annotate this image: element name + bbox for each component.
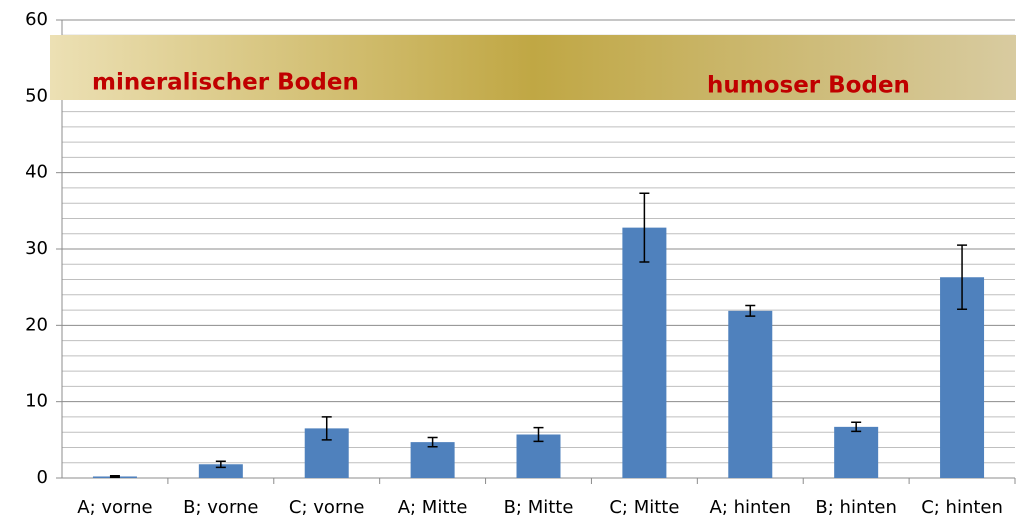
error-bar <box>533 426 544 443</box>
annotation: mineralischer Boden <box>92 70 359 96</box>
annotation: humoser Boden <box>707 73 910 99</box>
bar <box>198 464 243 478</box>
bar <box>410 442 455 478</box>
x-tick-label: A; vorne <box>77 497 152 518</box>
y-tick-label: 30 <box>25 238 48 259</box>
x-tick-label: C; vorne <box>289 497 365 518</box>
x-tick-label: B; Mitte <box>504 497 574 518</box>
error-bar <box>215 460 226 469</box>
error-bar <box>639 192 650 263</box>
error-bar <box>321 416 332 441</box>
x-tick-label: B; vorne <box>183 497 258 518</box>
x-tick-label: A; hinten <box>710 497 791 518</box>
x-tick-label: A; Mitte <box>398 497 468 518</box>
y-tick-label: 50 <box>25 85 48 106</box>
error-bar <box>957 244 968 311</box>
y-tick-label: 20 <box>25 314 48 335</box>
bar <box>940 277 985 478</box>
error-bar <box>851 421 862 433</box>
error-bar <box>427 436 438 448</box>
error-bar <box>109 474 120 478</box>
error-bar <box>745 304 756 317</box>
y-tick-label: 0 <box>37 467 48 488</box>
y-tick-label: 10 <box>25 391 48 412</box>
bar <box>728 310 773 478</box>
y-tick-label: 40 <box>25 162 48 183</box>
y-tick-label: 60 <box>25 9 48 30</box>
x-tick-label: C; Mitte <box>609 497 679 518</box>
x-tick-label: C; hinten <box>921 497 1003 518</box>
x-tick-label: B; hinten <box>815 497 897 518</box>
bar <box>622 227 667 478</box>
bar <box>834 426 879 478</box>
banner <box>50 35 1016 100</box>
